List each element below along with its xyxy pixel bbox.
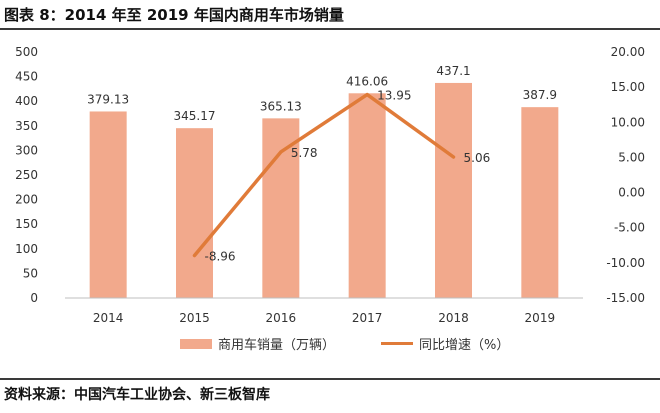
x-tick-label: 2015 [179,311,210,325]
left-tick-label: 450 [15,70,38,84]
bar-series [89,82,559,298]
title-divider [0,28,660,30]
left-tick-label: 0 [30,291,38,305]
right-tick-label: 20.00 [611,45,645,59]
x-tick-label: 2019 [525,311,556,325]
bar-2019 [521,107,559,298]
x-tick-label: 2016 [266,311,297,325]
legend-swatch-line [381,342,414,345]
legend-label-sales: 商用车销量（万辆） [218,338,336,353]
x-axis: 2014 2015 2016 2017 2018 2019 [65,297,583,325]
left-tick-label: 250 [15,168,38,182]
figure-title: 图表 8：2014 年至 2019 年国内商用车市场销量 [4,6,344,24]
left-tick-label: 200 [15,193,38,207]
right-tick-label: 0.00 [618,186,645,200]
figure-source: 资料来源：中国汽车工业协会、新三板智库 [4,387,270,403]
left-tick-label: 300 [15,143,38,157]
bar-2014 [89,111,127,298]
legend-swatch-bar [180,338,212,349]
x-tick-label: 2017 [352,311,383,325]
right-tick-label: 15.00 [611,80,645,94]
growth-line [192,92,456,258]
right-tick-label: -5.00 [614,221,645,235]
growth-label-2016: 5.78 [291,146,318,160]
left-tick-label: 150 [15,217,38,231]
bar-label-2019: 387.9 [523,88,557,102]
x-tick-label: 2018 [438,311,469,325]
x-tick-label: 2014 [93,311,124,325]
bar-2016 [262,118,300,298]
bar-label-2018: 437.1 [436,64,470,78]
bar-label-2015: 345.17 [174,109,216,123]
legend: 商用车销量（万辆） 同比增速（%） [180,334,555,353]
legend-item-sales: 商用车销量（万辆） [180,334,335,353]
left-tick-label: 100 [15,242,38,256]
left-tick-label: 500 [15,45,38,59]
right-y-axis: -15.00 -10.00 -5.00 0.00 5.00 10.00 15.00 20.00 [606,45,645,305]
left-y-axis: 0 50 100 150 200 250 300 350 400 450 500 [15,45,38,305]
left-tick-label: 50 [23,266,38,280]
right-tick-label: -10.00 [606,256,645,270]
left-tick-label: 400 [15,94,38,108]
growth-line-series [192,92,456,258]
legend-item-growth: 同比增速（%） [381,334,509,353]
bar-label-2016: 365.13 [260,99,302,113]
bar-2015 [176,128,213,298]
growth-label-2015: -8.96 [205,250,236,264]
right-tick-label: 5.00 [618,150,645,164]
source-divider [0,378,660,380]
sales-chart: 0 50 100 150 200 250 300 350 400 450 500 -15.00 -10… [15,45,645,325]
legend-label-growth: 同比增速（%） [419,338,510,353]
bar-2017 [348,93,386,298]
growth-value-labels: -8.96 5.78 13.95 5.06 [205,89,491,264]
growth-label-2017: 13.95 [377,89,411,103]
right-tick-label: -15.00 [606,291,645,305]
bar-2018 [435,82,472,298]
left-tick-label: 350 [15,119,38,133]
bar-value-labels: 379.13 345.17 365.13 416.06 437.1 387.9 [87,64,557,123]
bar-label-2014: 379.13 [87,92,129,106]
right-tick-label: 10.00 [611,115,645,129]
bar-label-2017: 416.06 [346,74,388,88]
growth-label-2018: 5.06 [464,151,491,165]
